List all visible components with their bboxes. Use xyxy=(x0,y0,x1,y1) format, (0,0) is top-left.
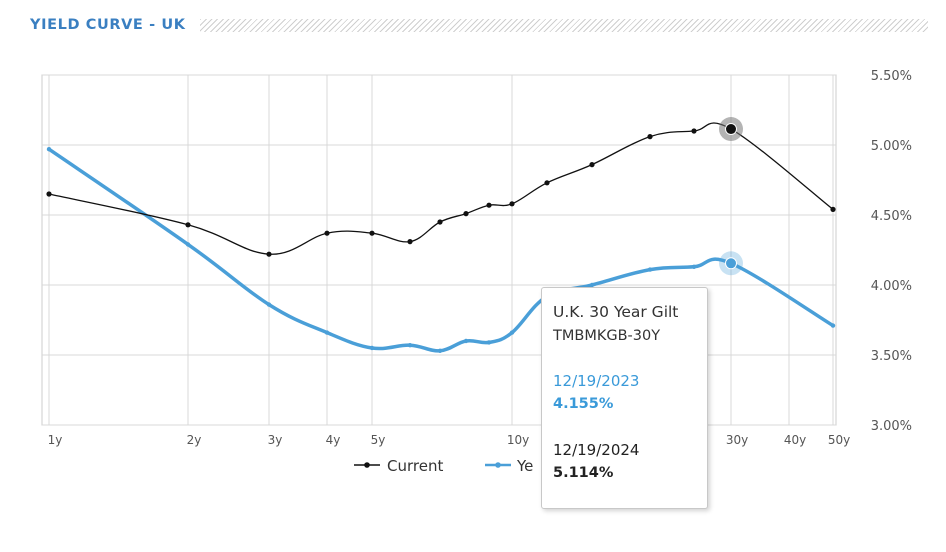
x-tick-label: 3y xyxy=(268,433,283,447)
legend-marker-current-dot xyxy=(364,462,370,468)
tooltip-current-value: 5.114% xyxy=(553,465,614,481)
data-point-current xyxy=(324,230,330,236)
data-point-current xyxy=(266,251,272,257)
series-line-current xyxy=(48,122,834,255)
chart-title: YIELD CURVE - UK xyxy=(30,17,186,33)
title-hatch-divider xyxy=(199,18,928,32)
data-point-current xyxy=(509,201,515,207)
legend-label-year-ago: Ye xyxy=(516,457,533,475)
data-point-current xyxy=(589,162,595,168)
data-point-year-ago xyxy=(509,330,515,335)
chart-legend: Current Ye xyxy=(354,457,533,475)
y-tick-label: 5.50% xyxy=(871,69,912,84)
data-point-year-ago xyxy=(266,302,272,307)
tooltip-instrument-name: U.K. 30 Year Gilt xyxy=(553,303,679,321)
tooltip-year-ago-date: 12/19/2023 xyxy=(553,372,640,390)
y-tick-label: 3.00% xyxy=(871,419,912,434)
x-tick-label: 1y xyxy=(48,433,63,447)
data-point-current xyxy=(46,191,52,197)
data-point-tooltip: U.K. 30 Year Gilt TMBMKGB-30Y 12/19/2023… xyxy=(541,287,708,509)
data-point-current xyxy=(463,211,469,217)
tooltip-year-ago-value: 4.155% xyxy=(553,396,614,412)
y-tick-label: 4.00% xyxy=(871,279,912,294)
data-point-current xyxy=(544,180,550,186)
data-point-current xyxy=(830,206,836,212)
data-point-year-ago xyxy=(437,348,443,353)
data-point-year-ago xyxy=(369,345,375,351)
data-point-current xyxy=(185,222,191,228)
x-tick-label: 2y xyxy=(187,433,202,447)
data-point-current xyxy=(369,230,375,236)
x-tick-label: 40y xyxy=(784,433,806,447)
data-point-year-ago xyxy=(486,340,492,345)
y-tick-label: 5.00% xyxy=(871,139,912,154)
y-tick-label: 4.50% xyxy=(871,209,912,224)
data-point-current xyxy=(407,239,413,245)
tooltip-symbol: TMBMKGB-30Y xyxy=(553,328,661,344)
data-point-year-ago xyxy=(324,330,330,335)
data-point-year-ago xyxy=(647,267,653,272)
chart-header: YIELD CURVE - UK xyxy=(30,14,928,36)
legend-label-current: Current xyxy=(387,457,443,475)
tooltip-current-date: 12/19/2024 xyxy=(553,441,640,459)
x-tick-label: 50y xyxy=(828,433,850,447)
data-point-year-ago xyxy=(691,264,697,269)
data-point-year-ago xyxy=(463,338,469,344)
x-tick-label: 4y xyxy=(326,433,341,447)
data-point-current xyxy=(691,128,697,134)
data-point-year-ago xyxy=(185,242,191,247)
data-point-current xyxy=(437,219,443,225)
data-point-current xyxy=(725,123,737,136)
x-tick-label: 10y xyxy=(507,433,529,447)
data-point-year-ago xyxy=(830,323,836,328)
data-point-current xyxy=(647,134,653,140)
series-line-year-ago xyxy=(48,147,834,353)
legend-marker-year-ago-dot xyxy=(495,462,501,468)
y-tick-label: 3.50% xyxy=(871,349,912,364)
x-tick-label: 5y xyxy=(371,433,386,447)
data-point-year-ago xyxy=(46,147,52,152)
x-tick-label: 30y xyxy=(726,433,748,447)
data-point-year-ago xyxy=(407,343,413,348)
data-point-year-ago xyxy=(725,257,737,270)
plot-area-border xyxy=(41,74,837,426)
data-point-current xyxy=(486,202,492,208)
data-point-year-ago xyxy=(589,282,595,288)
